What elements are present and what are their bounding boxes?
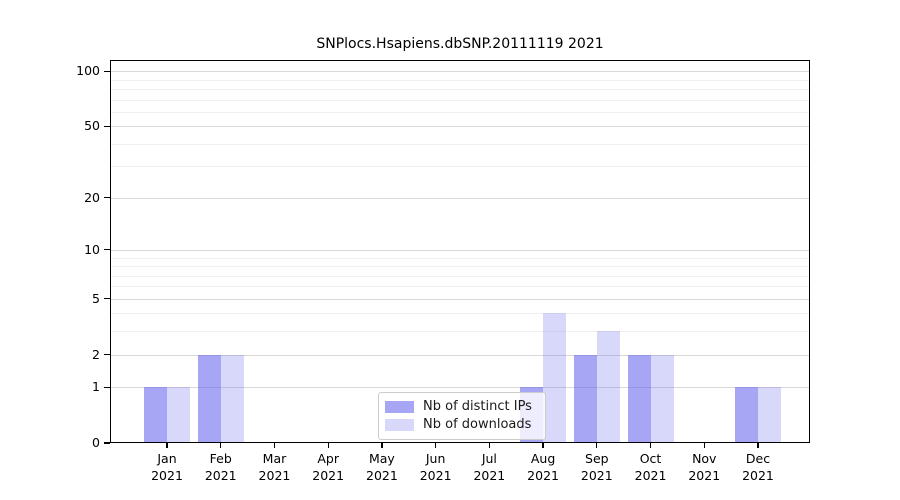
- x-tick-label: Apr 2021: [312, 451, 345, 483]
- legend-item-distinct-ips: Nb of distinct IPs: [385, 398, 537, 416]
- x-tick-mark: [757, 443, 759, 448]
- x-tick-label: Oct 2021: [634, 451, 667, 483]
- y-tick-mark: [104, 125, 110, 127]
- x-tick-label: Dec 2021: [742, 451, 774, 483]
- bar-oct-downloads: [650, 354, 674, 443]
- x-tick-mark: [220, 443, 222, 448]
- bar-jan-distinct-ips: [144, 387, 167, 443]
- gridline-major: [110, 249, 810, 251]
- gridline-minor: [110, 166, 810, 168]
- x-tick-mark: [434, 443, 437, 448]
- y-tick-label: 2: [92, 346, 100, 362]
- bar-dec-downloads: [757, 387, 781, 443]
- y-tick-mark: [104, 386, 110, 388]
- bar-aug-downloads: [543, 313, 567, 443]
- gridline-major: [110, 71, 810, 73]
- x-tick-mark: [381, 443, 383, 448]
- chart-title: SNPlocs.Hsapiens.dbSNP.20111119 2021: [316, 36, 604, 52]
- x-tick-mark: [596, 443, 598, 448]
- gridline-minor: [110, 331, 810, 333]
- bar-dec-distinct-ips: [734, 387, 758, 443]
- gridline-minor: [110, 89, 810, 91]
- legend: Nb of distinct IPs Nb of downloads: [378, 392, 546, 440]
- legend-label-distinct-ips: Nb of distinct IPs: [423, 399, 532, 414]
- gridline-minor: [110, 111, 810, 113]
- x-tick-label: Jul 2021: [473, 451, 506, 483]
- y-tick-mark: [104, 298, 110, 300]
- legend-swatch-downloads: [385, 419, 414, 431]
- gridline-major: [110, 387, 810, 389]
- y-tick-mark: [104, 442, 110, 444]
- x-tick-mark: [649, 443, 652, 448]
- gridline-minor: [110, 257, 810, 259]
- x-tick-label: Feb 2021: [204, 451, 237, 483]
- x-tick-mark: [166, 443, 168, 448]
- gridline-major: [110, 126, 810, 128]
- bar-feb-downloads: [220, 354, 244, 443]
- y-tick-label: 1: [92, 379, 100, 395]
- gridline-minor: [110, 313, 810, 315]
- y-tick-label: 10: [84, 241, 100, 257]
- bar-sep-downloads: [596, 331, 620, 443]
- x-tick-label: Mar 2021: [258, 451, 291, 483]
- x-tick-label: Nov 2021: [688, 451, 721, 483]
- x-tick-label: Aug 2021: [527, 451, 559, 483]
- plot-area: [110, 60, 810, 443]
- x-tick-label: May 2021: [366, 451, 398, 483]
- x-tick-label: Sep 2021: [580, 451, 613, 483]
- gridline-minor: [110, 275, 810, 277]
- y-tick-mark: [104, 197, 110, 199]
- y-tick-mark: [104, 353, 110, 356]
- bar-sep-distinct-ips: [573, 354, 597, 443]
- gridline-minor: [110, 143, 810, 145]
- gridline-minor: [110, 266, 810, 267]
- gridline-minor: [110, 99, 810, 101]
- y-tick-label: 5: [92, 290, 100, 306]
- x-tick-mark: [327, 443, 329, 448]
- x-tick-label: Jan 2021: [151, 451, 183, 483]
- y-tick-label: 0: [92, 435, 100, 450]
- y-tick-label: 100: [76, 63, 100, 79]
- x-tick-mark: [703, 443, 705, 448]
- y-tick-mark: [104, 70, 110, 72]
- x-tick-mark: [488, 443, 490, 448]
- y-tick-mark: [104, 249, 110, 251]
- y-tick-label: 20: [84, 189, 100, 205]
- bar-oct-distinct-ips: [627, 354, 651, 443]
- bar-jan-downloads: [167, 387, 190, 443]
- bar-feb-distinct-ips: [197, 354, 221, 443]
- gridline-major: [110, 298, 810, 300]
- legend-item-downloads: Nb of downloads: [385, 416, 537, 434]
- x-tick-mark: [273, 443, 276, 448]
- x-tick-mark: [542, 443, 544, 448]
- gridline-minor: [110, 286, 810, 288]
- legend-label-downloads: Nb of downloads: [423, 417, 532, 432]
- x-tick-label: Jun 2021: [419, 451, 452, 483]
- legend-swatch-distinct-ips: [385, 401, 414, 413]
- gridline-major: [110, 354, 810, 356]
- y-tick-label: 50: [84, 118, 100, 134]
- gridline-major: [110, 197, 810, 199]
- gridline-minor: [110, 79, 810, 81]
